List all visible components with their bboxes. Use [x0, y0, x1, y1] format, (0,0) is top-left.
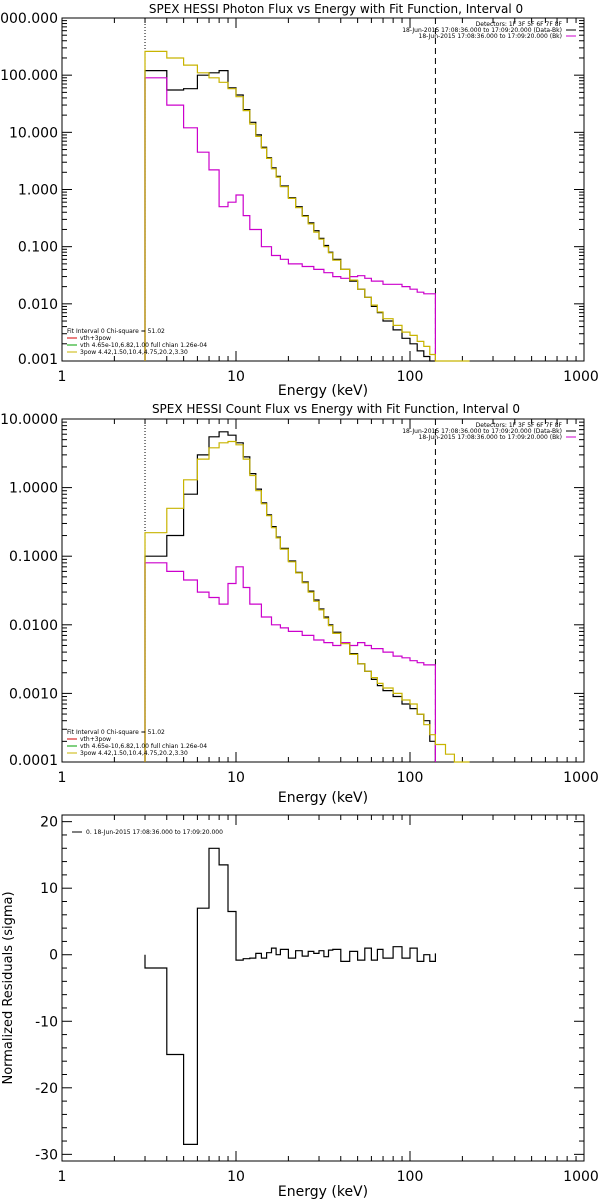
- range-markers: [144, 419, 436, 762]
- plot-frame: [61, 814, 585, 1162]
- y-tick-label: 1.000: [18, 183, 58, 199]
- y-tick-label: 10.000: [9, 125, 58, 141]
- x-tick-label: 1: [58, 1169, 67, 1185]
- series-data-minus-bk: [144, 70, 436, 362]
- legend-top-left: 0. 18-Jun-2015 17:08:36.000 to 17:09:20.…: [72, 829, 223, 836]
- x-tick-label: 1000: [563, 1169, 599, 1185]
- series-residuals: [144, 847, 436, 1145]
- x-tick-label: 1000: [563, 369, 599, 385]
- series-background: [144, 562, 436, 762]
- x-tick-label: 1: [58, 369, 67, 385]
- series-fit-3pow: [144, 50, 470, 362]
- legend-entry: Detectors: 1F 3F 5F 6F 7F 8F: [476, 422, 563, 429]
- x-tick-labels: 1 10 100 1000: [58, 770, 599, 786]
- x-axis-label: Energy (keV): [278, 790, 368, 806]
- x-tick-label: 100: [397, 770, 424, 786]
- legend-entry: 18-Jun-2015 17:08:36.000 to 17:09:20.000…: [419, 434, 562, 441]
- y-tick-label: 0: [49, 948, 58, 964]
- legend-entry: vth 4.65e-10,6.82,1.00 full chian 1.26e-…: [80, 342, 207, 349]
- y-tick-label: 0.0001: [9, 753, 58, 769]
- x-tick-label: 100: [397, 369, 424, 385]
- axis-ticks: [61, 18, 584, 362]
- legend-entry: 18-Jun-2015 17:08:36.000 to 17:09:20.000…: [402, 428, 562, 435]
- series-data-minus-bk: [144, 431, 436, 762]
- x-axis-label: Energy (keV): [278, 383, 368, 399]
- range-markers: [144, 18, 436, 361]
- series-fit-3pow: [144, 440, 470, 763]
- y-tick-label: 1.0000: [9, 481, 58, 497]
- legend-entry: vth 4.65e-10,6.82,1.00 full chian 1.26e-…: [80, 743, 207, 750]
- x-tick-label: 100: [397, 1169, 424, 1185]
- legend-entry: vth+3pow: [80, 736, 111, 743]
- y-tick-label: 0.0100: [9, 618, 58, 634]
- count-flux-panel: SPEX HESSI Count Flux vs Energy with Fit…: [0, 402, 599, 806]
- y-tick-label: 10.0000: [0, 412, 58, 428]
- legend-top-right: Detectors: 1F 3F 5F 6F 7F 8F 18-Jun-2015…: [402, 21, 576, 40]
- legend-entry: Detectors: 1F 3F 5F 6F 7F 8F: [476, 21, 563, 28]
- panel-title: SPEX HESSI Count Flux vs Energy with Fit…: [152, 402, 520, 416]
- y-tick-labels: -30 -20 -10 0 10 20: [35, 815, 58, 1164]
- y-tick-label: 100.000: [0, 68, 58, 84]
- axis-ticks: [61, 419, 584, 763]
- series-background: [144, 77, 436, 361]
- legend-entry: 3pow 4.42,1.50,10.4,4.75,20.2,3.30: [80, 750, 188, 757]
- x-tick-label: 1: [58, 770, 67, 786]
- legend-bottom-left: Fit Interval 0 Chi-square = 51.02 vth+3p…: [67, 328, 207, 356]
- y-tick-label: 1000.000: [0, 11, 58, 27]
- legend-entry: vth+3pow: [80, 335, 111, 342]
- legend-entry: Fit Interval 0 Chi-square = 51.02: [67, 328, 165, 335]
- plot-frame: [61, 17, 585, 362]
- y-tick-label: 0.0010: [9, 686, 58, 702]
- photon-flux-panel: SPEX HESSI Photon Flux vs Energy with Fi…: [0, 2, 599, 399]
- panel-title: SPEX HESSI Photon Flux vs Energy with Fi…: [149, 2, 523, 16]
- y-tick-labels: 0.0001 0.0010 0.0100 0.1000 1.0000 10.00…: [0, 412, 58, 769]
- legend-entry: 18-Jun-2015 17:08:36.000 to 17:09:20.000…: [419, 33, 562, 40]
- legend-entry: 3pow 4.42,1.50,10.4,4.75,20.2,3.30: [80, 349, 188, 356]
- plot-frame: [61, 418, 585, 763]
- legend-top-right: Detectors: 1F 3F 5F 6F 7F 8F 18-Jun-2015…: [402, 422, 576, 441]
- x-tick-label: 1000: [563, 770, 599, 786]
- legend-entry: 18-Jun-2015 17:08:36.000 to 17:09:20.000…: [402, 27, 562, 34]
- x-tick-label: 10: [227, 369, 245, 385]
- legend-bottom-left: Fit Interval 0 Chi-square = 51.02 vth+3p…: [67, 729, 207, 757]
- y-tick-label: 0.010: [18, 297, 58, 313]
- series-group: [144, 431, 470, 763]
- y-tick-label: -10: [35, 1014, 58, 1030]
- x-tick-labels: 1 10 100 1000: [58, 1169, 599, 1185]
- y-tick-label: -20: [35, 1081, 58, 1097]
- y-axis-label: Normalized Residuals (sigma): [1, 891, 16, 1084]
- x-tick-labels: 1 10 100 1000: [58, 369, 599, 385]
- y-tick-label: 0.001: [18, 352, 58, 368]
- legend-entry: Fit Interval 0 Chi-square = 51.02: [67, 729, 165, 736]
- y-tick-label: -30: [35, 1147, 58, 1163]
- x-axis-label: Energy (keV): [278, 1184, 368, 1200]
- legend-entry: 0. 18-Jun-2015 17:08:36.000 to 17:09:20.…: [86, 829, 223, 836]
- residuals-panel: -30 -20 -10 0 10 20 1 10 100 1000 Energy…: [1, 814, 599, 1200]
- series-group: [144, 50, 470, 362]
- y-tick-labels: 0.001 0.010 0.100 1.000 10.000 100.000 1…: [0, 11, 58, 368]
- x-tick-label: 10: [227, 1169, 245, 1185]
- x-tick-label: 10: [227, 770, 245, 786]
- y-tick-label: 10: [40, 881, 58, 897]
- series-group: [144, 847, 436, 1145]
- y-tick-label: 20: [40, 815, 58, 831]
- axis-ticks: [61, 815, 584, 1161]
- y-tick-label: 0.100: [18, 240, 58, 256]
- y-tick-label: 0.1000: [9, 549, 58, 565]
